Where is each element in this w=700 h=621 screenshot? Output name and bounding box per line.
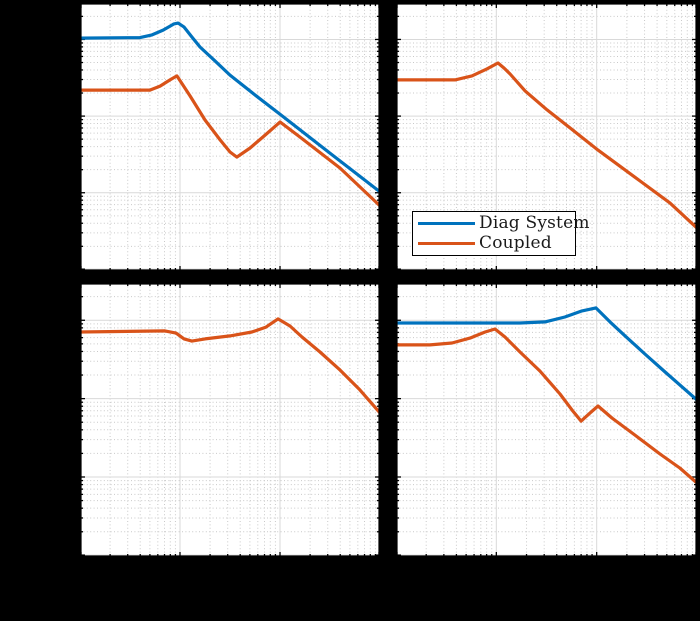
- series-line-coupled: [396, 327, 697, 485]
- plot-canvas-magnitude-1-2: [396, 3, 697, 271]
- series-line-diag-system: [80, 21, 380, 194]
- series-line-coupled: [80, 74, 380, 208]
- subplot-magnitude-1-1: [80, 3, 380, 271]
- plot-canvas-magnitude-2-2: [396, 283, 697, 557]
- series-line-coupled: [396, 61, 697, 230]
- legend-line-sample-coupled: [418, 241, 475, 246]
- axes-border: [80, 3, 380, 271]
- subplot-magnitude-2-1: [80, 283, 380, 557]
- plot-canvas-magnitude-2-1: [80, 283, 380, 557]
- legend-entry-diag-system: Diag System: [418, 213, 589, 233]
- series-line-diag-system: [396, 306, 697, 402]
- axes-border: [396, 283, 697, 557]
- legend-entry-coupled: Coupled: [418, 234, 571, 254]
- axes-border: [396, 3, 697, 271]
- legend-line-sample-diag: [418, 221, 475, 226]
- legend-label-coupled: Coupled: [479, 233, 552, 254]
- legend: Diag System Coupled: [412, 211, 589, 256]
- axes-border: [80, 283, 380, 557]
- series-line-coupled: [80, 317, 380, 415]
- plot-canvas-magnitude-1-1: [80, 3, 380, 271]
- legend-label-diag-system: Diag System: [479, 212, 590, 233]
- subplot-magnitude-2-2: [396, 283, 697, 557]
